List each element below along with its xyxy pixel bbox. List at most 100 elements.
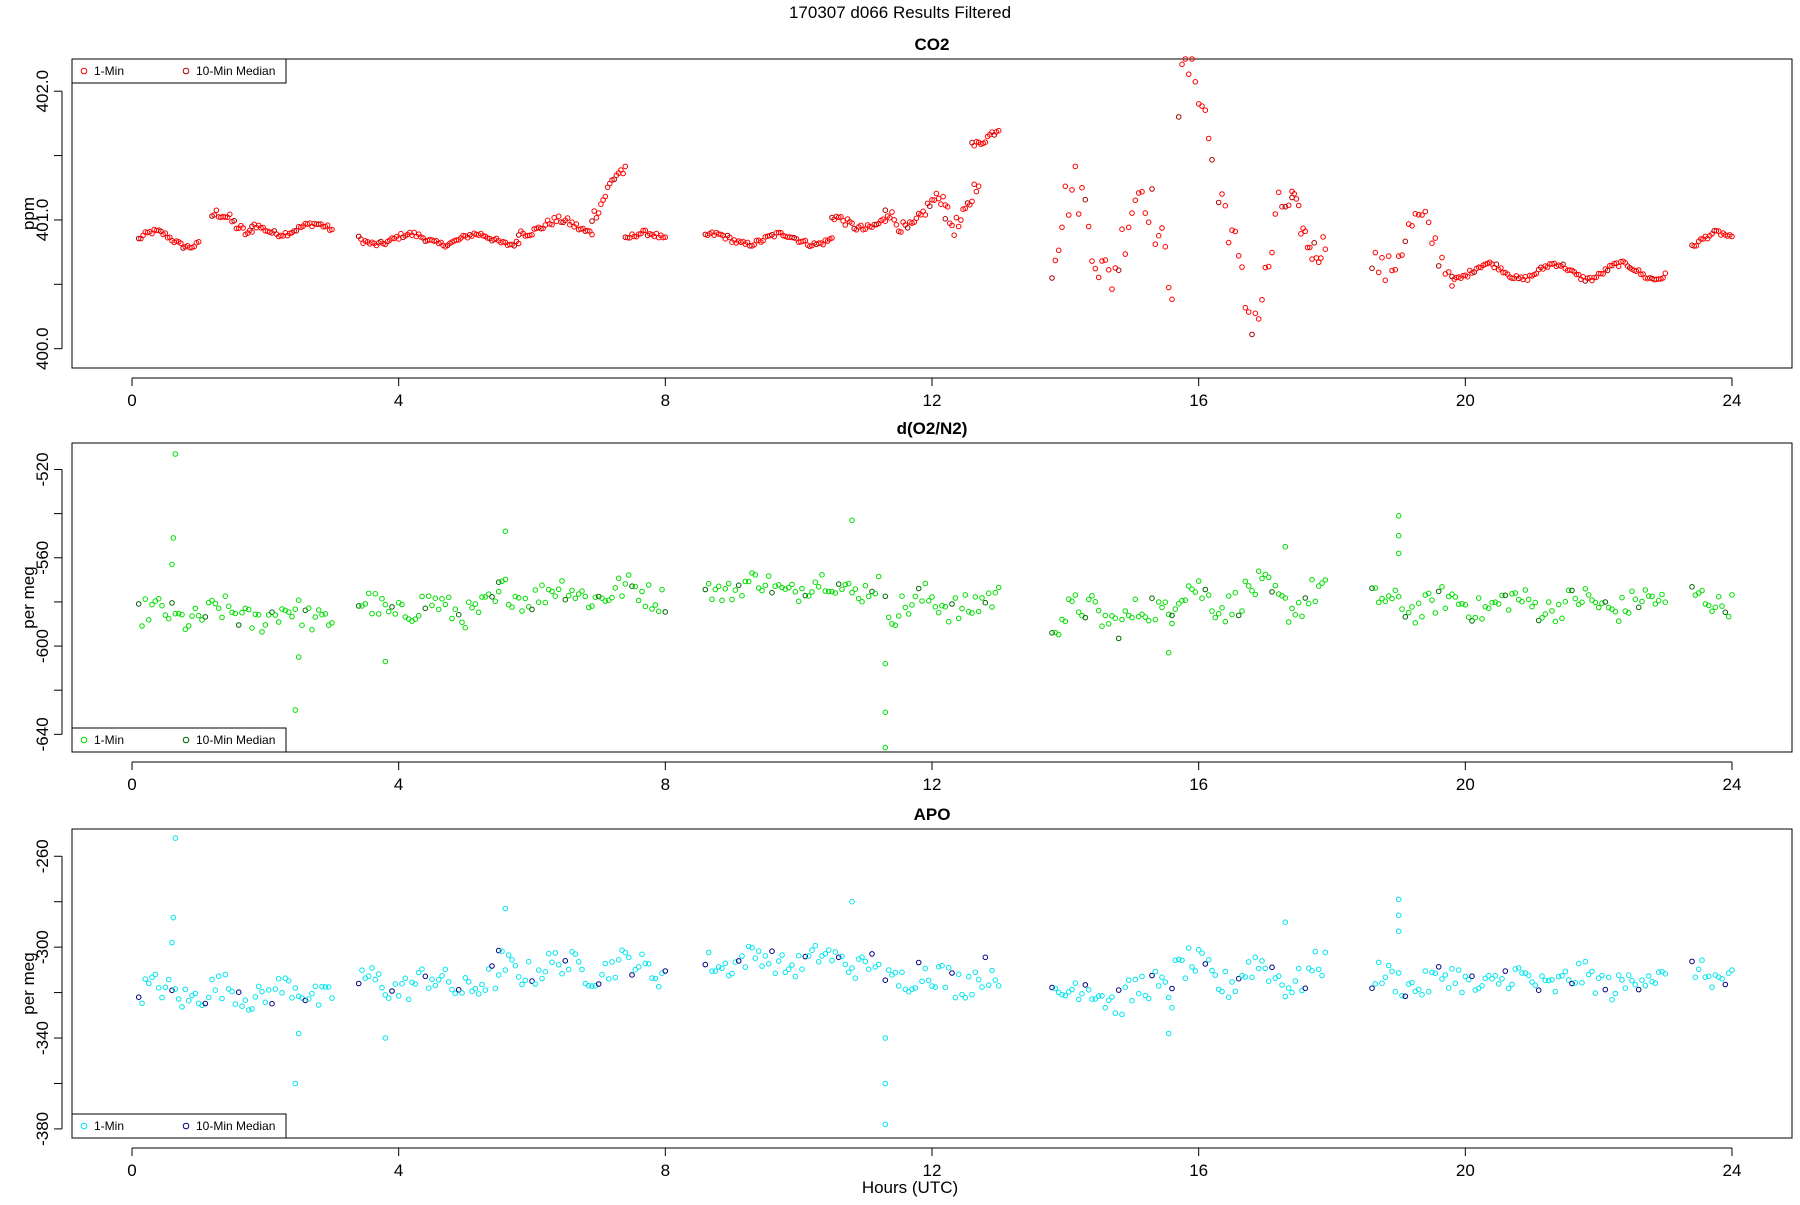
one-min-point [229, 609, 235, 616]
one-min-point [1095, 274, 1102, 281]
median-point [1435, 588, 1442, 595]
one-min-point [189, 613, 195, 619]
plot-frame [71, 442, 1793, 753]
one-min-point [1465, 614, 1472, 621]
one-min-point [625, 572, 632, 578]
one-min-point [729, 596, 735, 603]
one-min-point [209, 976, 215, 983]
one-min-point [515, 240, 522, 247]
one-min-point [372, 976, 379, 983]
y-tick-label: -300 [33, 930, 52, 964]
one-min-point [840, 218, 846, 224]
one-min-point [979, 984, 985, 990]
one-min-point [249, 1006, 255, 1012]
one-min-point [1642, 587, 1649, 593]
one-min-point [1629, 977, 1635, 984]
legend-label-median: 10-Min Median [196, 64, 275, 78]
one-min-point [1235, 253, 1242, 259]
one-min-point [779, 952, 785, 958]
one-min-point [845, 969, 852, 976]
one-min-point [935, 609, 942, 616]
one-min-point [795, 952, 802, 959]
one-min-point [1525, 596, 1532, 603]
one-min-point [1189, 56, 1195, 62]
one-min-point [1462, 602, 1469, 608]
one-min-point [1285, 619, 1292, 625]
one-min-point [585, 604, 592, 611]
one-min-point [1192, 79, 1199, 85]
one-min-point [522, 977, 529, 984]
one-min-point [1449, 966, 1455, 972]
one-min-point [602, 598, 609, 604]
one-min-point [233, 225, 240, 232]
one-min-point [1632, 596, 1639, 603]
one-min-point [751, 242, 758, 248]
one-min-point [622, 581, 629, 587]
one-min-point [1179, 597, 1185, 604]
median-point [1282, 204, 1289, 210]
one-min-point [805, 953, 812, 959]
one-min-point [1162, 244, 1169, 250]
one-min-point [292, 606, 299, 613]
x-tick-label: 4 [394, 775, 403, 794]
one-min-point [829, 235, 835, 241]
one-min-point [1262, 965, 1269, 972]
one-min-point [272, 986, 279, 992]
one-min-point [1139, 611, 1145, 618]
one-min-point [1275, 189, 1282, 196]
median-point [1402, 614, 1409, 620]
one-min-point [615, 957, 622, 963]
one-min-point [1109, 994, 1115, 1000]
one-min-point [1182, 975, 1189, 982]
median-point [949, 601, 955, 607]
one-min-point [1309, 256, 1315, 262]
one-min-point [765, 961, 772, 967]
one-min-point [885, 614, 892, 621]
median-point [629, 583, 635, 590]
one-min-point [1172, 957, 1179, 964]
one-min-point [1185, 945, 1192, 951]
one-min-point [819, 572, 825, 578]
one-min-point [882, 218, 889, 224]
one-min-point [559, 970, 565, 977]
one-min-point [1439, 584, 1445, 590]
one-min-point [429, 976, 435, 983]
one-min-point [639, 588, 645, 595]
one-min-point [635, 964, 642, 970]
median-point [802, 592, 809, 599]
one-min-point [1519, 598, 1525, 605]
one-min-point [192, 605, 199, 612]
one-min-point [1382, 974, 1389, 981]
median-point [1560, 261, 1566, 268]
one-min-point [435, 606, 442, 613]
one-min-point [222, 971, 229, 978]
scatter-points [135, 835, 1735, 1128]
one-min-point [535, 599, 542, 606]
median-point [915, 585, 922, 592]
one-min-point [1225, 593, 1232, 599]
one-min-point [985, 590, 992, 597]
one-min-point [1392, 266, 1399, 273]
one-min-point [1119, 1011, 1125, 1018]
one-min-point [942, 984, 949, 991]
one-min-point [542, 599, 549, 606]
one-min-point [662, 234, 669, 240]
one-min-point [933, 190, 940, 197]
one-min-point [742, 578, 749, 585]
panels: CO2 ppm 0 4 8 12 16 20 24 400.0 401.0 402.0 1-Min 10-… [19, 35, 1793, 1180]
one-min-point [285, 609, 292, 615]
one-min-point [655, 608, 662, 615]
one-min-point [1542, 977, 1549, 984]
one-min-point [1385, 253, 1392, 259]
one-min-point [502, 967, 509, 973]
one-min-point [1252, 954, 1259, 961]
one-min-point [292, 985, 299, 991]
one-min-point [705, 580, 712, 587]
one-min-point [195, 239, 202, 245]
median-point [455, 987, 462, 993]
one-min-point [1255, 965, 1262, 972]
one-min-point [952, 994, 959, 1001]
one-min-point [749, 945, 755, 951]
one-min-point [1165, 1030, 1172, 1037]
one-min-point [1249, 587, 1255, 594]
